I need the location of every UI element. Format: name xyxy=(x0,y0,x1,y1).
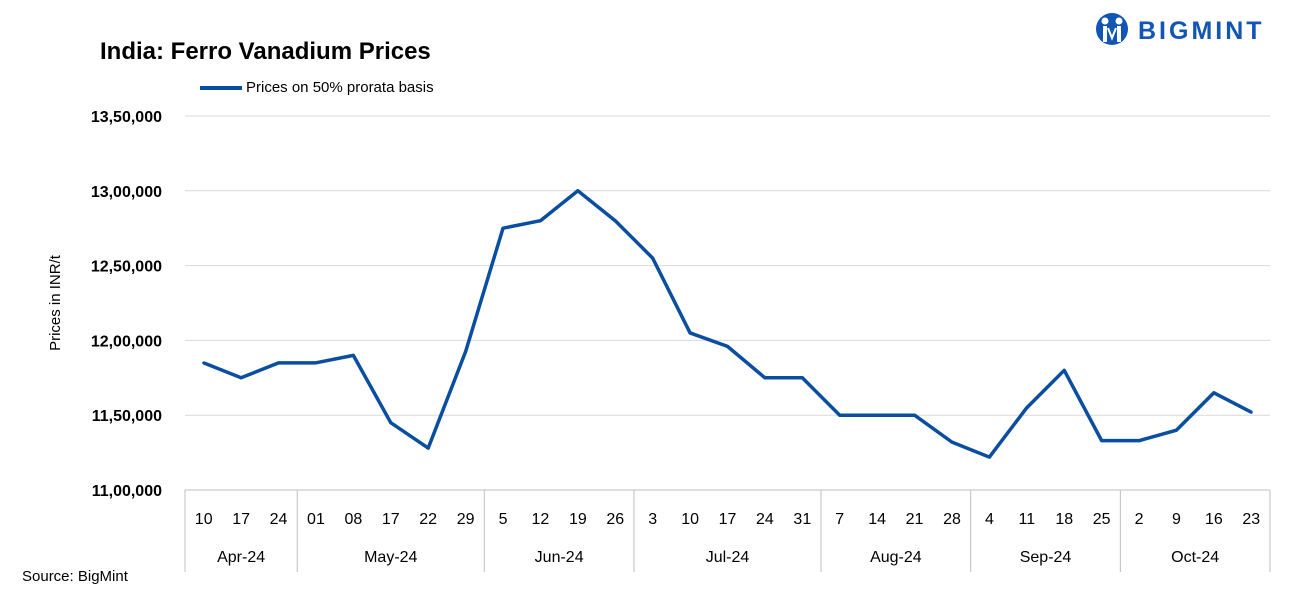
y-axis-title: Prices in INR/t xyxy=(47,254,64,351)
x-tick-label: 31 xyxy=(793,511,811,528)
x-tick-label: 4 xyxy=(985,511,994,528)
month-label: May-24 xyxy=(364,549,417,566)
data-point xyxy=(239,376,243,380)
data-point xyxy=(1212,391,1216,395)
data-point xyxy=(1174,428,1178,432)
y-tick-label: 12,00,000 xyxy=(91,333,162,350)
x-tick-label: 22 xyxy=(419,511,437,528)
x-tick-label: 17 xyxy=(719,511,737,528)
data-point xyxy=(987,455,991,459)
x-tick-label: 11 xyxy=(1019,511,1036,528)
x-tick-label: 24 xyxy=(270,511,288,528)
x-tick-label: 17 xyxy=(382,511,400,528)
x-tick-label: 28 xyxy=(943,511,961,528)
x-tick-label: 21 xyxy=(906,511,924,528)
brand-name: BIGMINT xyxy=(1138,16,1265,45)
data-point xyxy=(726,344,729,348)
x-tick-label: 17 xyxy=(232,511,250,528)
data-point xyxy=(501,226,505,230)
x-tick-label: 08 xyxy=(344,511,362,528)
month-label: Sep-24 xyxy=(1020,549,1072,566)
data-point xyxy=(576,189,580,193)
month-label: Jul-24 xyxy=(706,549,750,566)
x-tick-label: 29 xyxy=(457,511,475,528)
data-point xyxy=(314,361,318,365)
month-label: Apr-24 xyxy=(217,549,265,566)
y-tick-label: 13,50,000 xyxy=(91,109,162,126)
x-tick-label: 7 xyxy=(835,511,844,528)
x-tick-label: 01 xyxy=(307,511,325,528)
data-point xyxy=(651,256,655,260)
data-point xyxy=(838,413,842,417)
legend-swatch xyxy=(200,85,242,90)
x-tick-label: 14 xyxy=(868,511,886,528)
x-tick-label: 24 xyxy=(756,511,774,528)
x-tick-label: 18 xyxy=(1055,511,1073,528)
data-point xyxy=(1100,439,1104,443)
x-tick-label: 25 xyxy=(1093,511,1111,528)
data-point xyxy=(202,361,206,365)
y-tick-label: 13,00,000 xyxy=(91,184,162,201)
x-tick-label: 16 xyxy=(1205,511,1223,528)
bigmint-logo-icon xyxy=(1096,13,1128,45)
data-point xyxy=(763,376,767,380)
x-tick-label: 19 xyxy=(569,511,587,528)
data-point xyxy=(351,353,355,357)
x-tick-label: 2 xyxy=(1135,511,1144,528)
data-point xyxy=(875,413,879,417)
y-tick-label: 12,50,000 xyxy=(91,259,162,276)
data-point xyxy=(1062,368,1066,372)
x-tick-label: 5 xyxy=(499,511,508,528)
price-line xyxy=(203,189,1253,459)
chart-title: India: Ferro Vanadium Prices xyxy=(100,38,431,65)
month-label: Oct-24 xyxy=(1171,549,1219,566)
x-tick-label: 9 xyxy=(1172,511,1181,528)
legend-label: Prices on 50% prorata basis xyxy=(246,79,434,96)
data-point xyxy=(277,361,281,365)
x-tick-label: 10 xyxy=(195,511,213,528)
y-tick-label: 11,50,000 xyxy=(92,408,162,425)
data-point xyxy=(913,413,917,417)
data-point xyxy=(1137,439,1141,443)
data-point xyxy=(538,219,542,223)
data-point xyxy=(950,440,954,444)
x-tick-label: 23 xyxy=(1242,511,1260,528)
data-point xyxy=(426,446,430,450)
bigmint-logo: BIGMINT xyxy=(1094,12,1265,50)
x-tick-label: 26 xyxy=(606,511,624,528)
legend: Prices on 50% prorata basis xyxy=(200,79,434,96)
data-point xyxy=(464,350,468,354)
source-note: Source: BigMint xyxy=(22,568,128,585)
x-tick-label: 3 xyxy=(648,511,657,528)
data-point xyxy=(1249,410,1253,414)
y-tick-label: 11,00,000 xyxy=(92,483,162,500)
data-point xyxy=(613,219,617,223)
month-label: Jun-24 xyxy=(535,549,584,566)
data-point xyxy=(688,331,692,335)
month-label: Aug-24 xyxy=(870,549,922,566)
data-point xyxy=(389,421,393,425)
data-point xyxy=(1025,406,1029,410)
x-tick-label: 12 xyxy=(532,511,550,528)
data-point xyxy=(800,376,804,380)
x-tick-label: 10 xyxy=(681,511,699,528)
